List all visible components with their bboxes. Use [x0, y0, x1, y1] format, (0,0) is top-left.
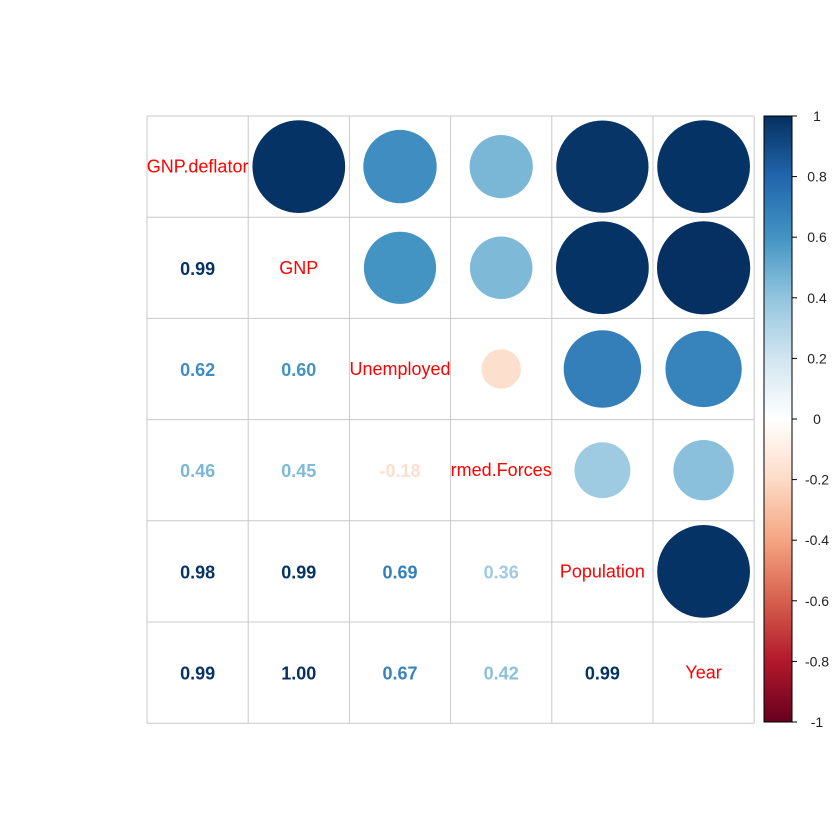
- colorbar-tick-label: -0.4: [805, 532, 829, 548]
- correlation-circle: [574, 442, 631, 499]
- colorbar-tick-label: -0.8: [805, 653, 829, 669]
- correlation-value: 0.99: [281, 562, 316, 582]
- correlation-value: 0.62: [180, 360, 215, 380]
- correlation-value: 1.00: [281, 664, 316, 684]
- correlation-cells: GNP.deflator 0.99 GNP 0.62 0.60 Unemployed 0.4…: [147, 120, 751, 684]
- correlation-value: 0.60: [281, 360, 316, 380]
- variable-label: GNP: [279, 258, 318, 278]
- correlation-circle: [556, 221, 649, 315]
- variable-label: Year: [685, 663, 721, 683]
- colorbar-tick-label: 0: [813, 411, 821, 427]
- correlation-circle: [363, 231, 437, 304]
- correlation-value: 0.67: [382, 664, 417, 684]
- correlation-circle: [469, 134, 533, 199]
- correlation-grid: [146, 115, 755, 724]
- variable-label: GNP.deflator: [147, 157, 249, 177]
- variable-label: Population: [560, 561, 645, 581]
- correlation-circle: [673, 439, 734, 501]
- correlation-value: 0.36: [484, 562, 519, 582]
- colorbar-tick-label: -0.2: [805, 472, 829, 488]
- colorbar-tick-label: 0.6: [807, 229, 827, 245]
- correlation-value: 0.45: [281, 461, 316, 481]
- variable-label: Unemployed: [349, 359, 450, 379]
- correlation-circle: [469, 236, 533, 300]
- correlation-circle: [556, 120, 649, 213]
- colorbar-tick-label: 0.2: [807, 350, 827, 366]
- correlation-circle: [363, 129, 437, 204]
- correlation-circle: [657, 525, 750, 618]
- correlation-value: 0.99: [180, 259, 215, 279]
- colorbar-tick-label: 0.8: [807, 169, 827, 185]
- colorbar-tick-label: 0.4: [807, 290, 827, 306]
- correlation-value: 0.42: [484, 664, 519, 684]
- colorbar: 1 0.8 0.6 0.4 0.2 0 -0.2 -0.4 -0.6 -0.8 -1: [763, 108, 829, 730]
- colorbar-tick-label: -1: [811, 714, 824, 730]
- correlation-circle: [252, 120, 346, 213]
- colorbar-scale: [763, 115, 793, 723]
- colorbar-tick-label: -0.6: [805, 593, 829, 609]
- correlation-value: 0.98: [180, 562, 215, 582]
- correlation-value: 0.99: [585, 664, 620, 684]
- correlation-value: 0.46: [180, 461, 215, 481]
- correlation-circle: [563, 330, 642, 408]
- correlation-value: -0.18: [379, 461, 420, 481]
- colorbar-tick-label: 1: [813, 108, 821, 124]
- correlation-circle: [657, 120, 750, 213]
- correlation-circle: [665, 330, 742, 408]
- correlation-value: 0.99: [180, 664, 215, 684]
- correlation-value: 0.69: [382, 562, 417, 582]
- variable-label: rmed.Forces: [451, 460, 552, 480]
- correlation-circle: [657, 221, 751, 315]
- correlation-circle: [481, 349, 521, 389]
